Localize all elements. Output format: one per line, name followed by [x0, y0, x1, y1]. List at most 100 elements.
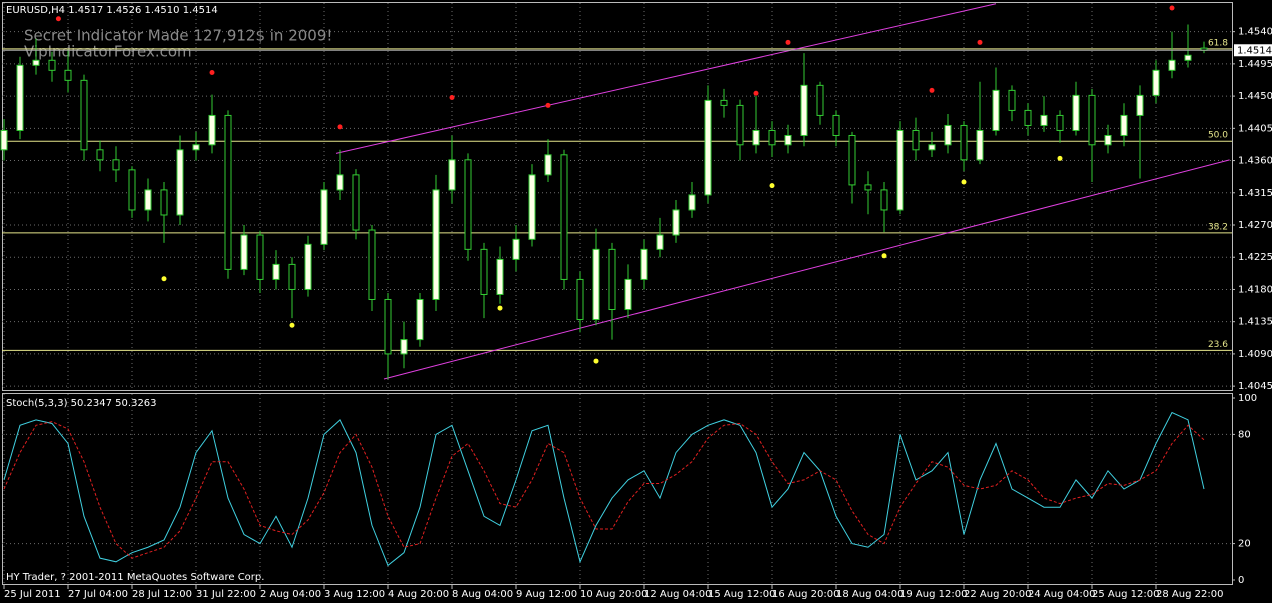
candle-body — [1168, 59, 1176, 71]
candle-body — [160, 189, 168, 216]
x-tick-label: 25 Jul 2011 — [4, 589, 61, 600]
y-tick-label: 0 — [1238, 575, 1244, 586]
fractal-dot — [929, 87, 935, 93]
candle-body — [128, 169, 136, 211]
candle-body — [64, 69, 72, 81]
x-tick-label: 31 Jul 22:00 — [196, 589, 256, 600]
candle-body — [1152, 69, 1160, 96]
x-tick-label: 9 Aug 12:00 — [516, 589, 577, 600]
candle-body — [32, 59, 40, 66]
y-tick-label: 1.4090 — [1238, 349, 1272, 360]
fractal-dot — [449, 95, 455, 101]
fractal-dot — [337, 124, 343, 130]
candle-body — [672, 209, 680, 236]
candle-body — [528, 174, 536, 240]
x-tick-label: 2 Aug 04:00 — [260, 589, 321, 600]
trendline — [383, 159, 1230, 380]
candle-body — [240, 234, 248, 270]
candle-body — [448, 159, 456, 191]
stoch-panel-frame — [2, 393, 1233, 585]
x-tick-label: 10 Aug 20:00 — [580, 589, 647, 600]
fractal-dot — [753, 90, 759, 96]
candle-body — [720, 99, 728, 106]
x-tick-label: 19 Aug 12:00 — [900, 589, 967, 600]
y-tick-label: 1.4045 — [1238, 381, 1272, 392]
y-tick-label: 20 — [1238, 539, 1251, 550]
fractal-dot — [785, 39, 791, 45]
candle-body — [336, 174, 344, 191]
candle-body — [896, 129, 904, 211]
candle-body — [1104, 134, 1112, 146]
candle-body — [384, 298, 392, 355]
candle-body — [320, 189, 328, 245]
x-tick-label: 28 Jul 12:00 — [132, 589, 192, 600]
candle-body — [272, 263, 280, 280]
fractal-dot — [961, 179, 967, 185]
candle-body — [1120, 114, 1128, 136]
candle-body — [688, 194, 696, 211]
candle-body — [768, 129, 776, 146]
candle-body — [544, 154, 552, 176]
candle-body — [16, 64, 24, 131]
fractal-dot — [1169, 5, 1175, 11]
candle-body — [752, 129, 760, 146]
y-tick-label: 1.4270 — [1238, 220, 1272, 231]
candle-body — [256, 234, 264, 280]
candle-body — [112, 159, 120, 171]
fractal-dot — [545, 102, 551, 108]
candle-body — [224, 114, 232, 270]
stoch-line — [3, 411, 1205, 567]
stoch-line — [3, 421, 1205, 559]
fractal-dot — [209, 69, 215, 75]
candle-body — [1184, 54, 1192, 61]
fib-label: 61.8 — [1208, 38, 1228, 48]
fractal-dot — [881, 253, 887, 259]
candle-body — [1024, 109, 1032, 126]
x-tick-label: 3 Aug 12:00 — [324, 589, 385, 600]
candle-body — [48, 59, 56, 71]
fractal-dot — [55, 16, 61, 22]
stoch-title: Stoch(5,3,3) 50.2347 50.3263 — [6, 398, 157, 409]
candle-body — [560, 154, 568, 280]
site-text: VipIndicatorForex.com — [24, 43, 192, 61]
candle-body — [592, 248, 600, 321]
candle-body — [368, 229, 376, 300]
candle-body — [176, 149, 184, 216]
x-tick-label: 27 Jul 04:00 — [68, 589, 128, 600]
candle-body — [832, 114, 840, 136]
candle-body — [960, 124, 968, 161]
fib-label: 23.6 — [1208, 340, 1228, 350]
candle-body — [656, 234, 664, 250]
candle-body — [144, 189, 152, 211]
candle-body — [1040, 114, 1048, 126]
candle-body — [912, 129, 920, 151]
candle-body — [1136, 94, 1144, 116]
x-tick-label: 28 Aug 22:00 — [1156, 589, 1223, 600]
chart-title: EURUSD,H4 1.4517 1.4526 1.4510 1.4514 — [6, 5, 218, 16]
candle-body — [864, 184, 872, 191]
fractal-dot — [1057, 155, 1063, 161]
candle-body — [304, 243, 312, 290]
candle-body — [352, 174, 360, 231]
candle-body — [400, 339, 408, 355]
fractal-dot — [769, 183, 775, 189]
y-tick-label: 100 — [1238, 393, 1257, 404]
last-price-label: 1.4514 — [1237, 45, 1272, 56]
candle-body — [640, 248, 648, 280]
candle-body — [736, 104, 744, 146]
y-tick-label: 1.4495 — [1238, 59, 1272, 70]
x-tick-label: 15 Aug 12:00 — [708, 589, 775, 600]
x-tick-label: 8 Aug 04:00 — [452, 589, 513, 600]
candle-body — [1072, 94, 1080, 131]
y-tick-label: 1.4225 — [1238, 252, 1272, 263]
candle-body — [432, 189, 440, 300]
candle-body — [480, 248, 488, 295]
candle-body — [496, 258, 504, 295]
fib-label: 38.2 — [1208, 222, 1228, 232]
fractal-dot — [289, 322, 295, 328]
y-tick-label: 1.4135 — [1238, 317, 1272, 328]
y-tick-label: 1.4540 — [1238, 27, 1272, 38]
candle-body — [848, 134, 856, 186]
